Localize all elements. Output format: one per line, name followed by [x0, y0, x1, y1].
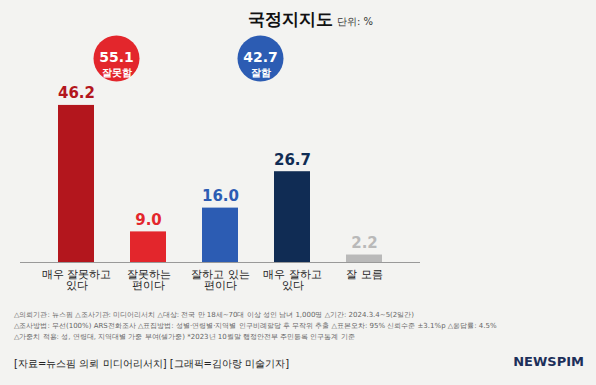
svg-text:42.7: 42.7: [243, 49, 278, 65]
svg-text:잘못함: 잘못함: [102, 67, 132, 78]
svg-text:2.2: 2.2: [351, 234, 378, 252]
svg-text:잘함: 잘함: [251, 67, 271, 78]
svg-text:16.0: 16.0: [202, 187, 239, 205]
html-text:△의뢰기관: 뉴스핌 △조사기관: 미디어리서치 △대상:: △의뢰기관: 뉴스핌 △조사기관: 미디어리서치 △대상: 전국 만 18세~7…: [14, 311, 414, 319]
svg-text:잘하고 있는편이다: 잘하고 있는편이다: [191, 268, 250, 292]
html-text:[자료=뉴스핌 의뢰 미디어리서치] [그래픽=김아랑 미술: [자료=뉴스핌 의뢰 미디어리서치] [그래픽=김아랑 미술기자]: [14, 358, 290, 369]
html-text:NEWSPIM: NEWSPIM: [513, 354, 584, 369]
html-text:국정지지도 단위: %: 국정지지도 단위: %: [248, 9, 374, 29]
svg-text:매우 잘하고있다: 매우 잘하고있다: [263, 268, 322, 292]
html-text:△가중치 적용: 성, 연령대, 지역대별 가중 부여(셀가: △가중치 적용: 성, 연령대, 지역대별 가중 부여(셀가중) *2023년 …: [14, 333, 355, 341]
svg-text:잘못하는편이다: 잘못하는편이다: [127, 268, 171, 292]
svg-text:46.2: 46.2: [58, 84, 95, 102]
html-text:△조사방법: 무선(100%) ARS전화조사 △표집방법:: △조사방법: 무선(100%) ARS전화조사 △표집방법: 성별·연령별·지역…: [14, 322, 497, 330]
svg-text:55.1: 55.1: [99, 49, 134, 65]
svg-text:9.0: 9.0: [135, 211, 162, 229]
svg-text:26.7: 26.7: [274, 151, 311, 169]
svg-text:매우 잘못하고있다: 매우 잘못하고있다: [42, 268, 112, 292]
svg-text:잘 모름: 잘 모름: [346, 268, 383, 281]
